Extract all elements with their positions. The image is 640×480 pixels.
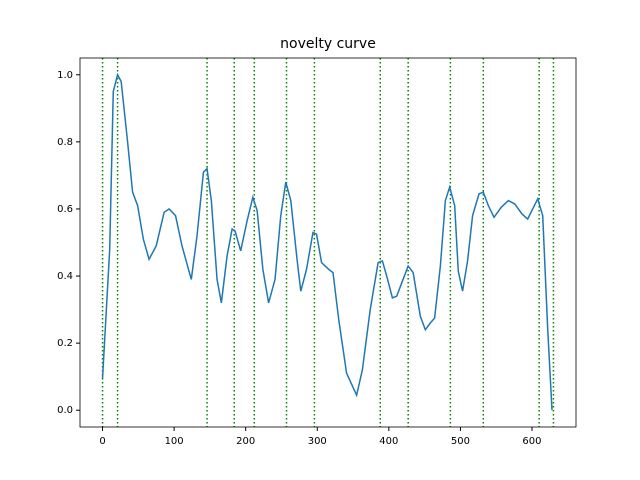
y-tick-label: 0.4 bbox=[57, 271, 73, 282]
y-tick-label: 1.0 bbox=[57, 70, 73, 81]
y-tick-label: 0.6 bbox=[57, 204, 73, 215]
x-tick-label: 500 bbox=[451, 436, 470, 447]
chart-title: novelty curve bbox=[280, 36, 376, 52]
x-tick-label: 100 bbox=[165, 436, 184, 447]
y-tick-label: 0.2 bbox=[57, 338, 73, 349]
line bbox=[101, 72, 553, 411]
x-tick-label: 600 bbox=[522, 436, 541, 447]
x-tick-label: 200 bbox=[236, 436, 255, 447]
y-tick-label: 0.0 bbox=[57, 405, 73, 416]
x-tick-label: 0 bbox=[99, 436, 105, 447]
y-tick-label: 0.8 bbox=[57, 137, 73, 148]
x-tick-label: 400 bbox=[379, 436, 398, 447]
axes-frame bbox=[79, 57, 577, 428]
x-tick-label: 300 bbox=[308, 436, 327, 447]
